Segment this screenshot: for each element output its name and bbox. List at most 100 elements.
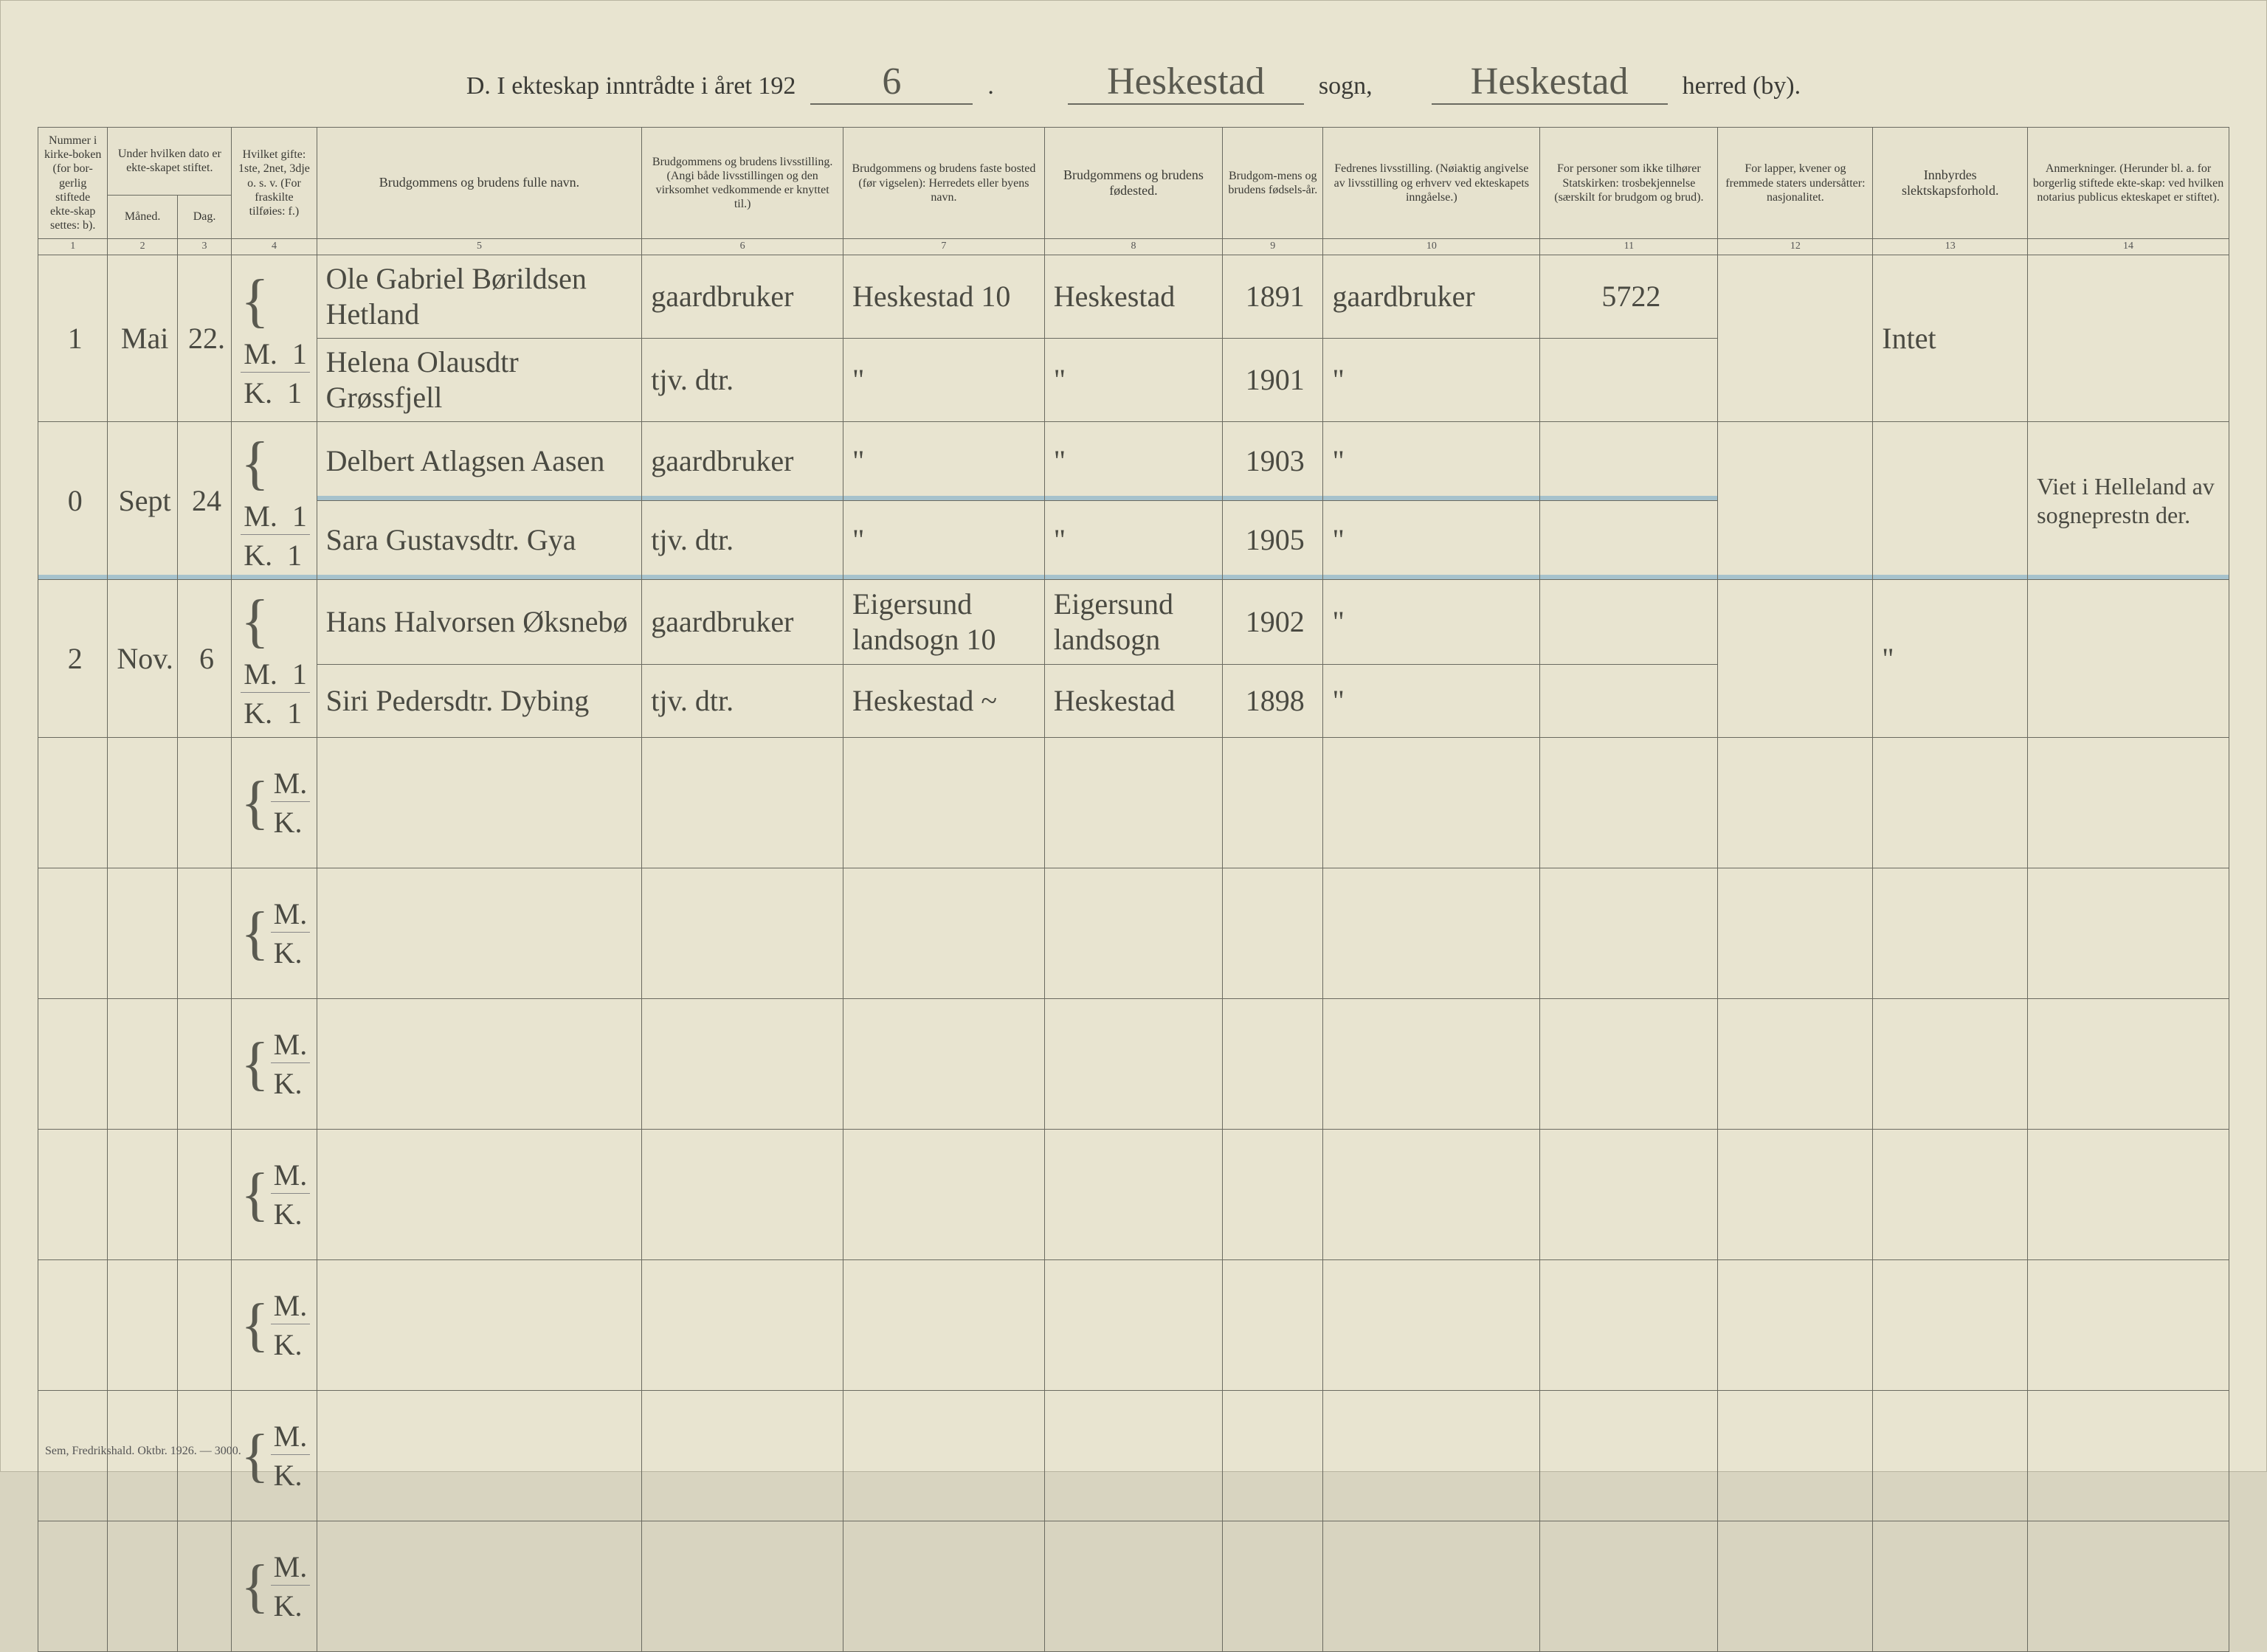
- cell-bride-year: 1905: [1223, 501, 1323, 580]
- cell-groom-bp: Heskestad: [1044, 255, 1222, 339]
- col-6: Brudgommens og brudens faste bosted (før…: [843, 128, 1045, 239]
- cell-groom-res: Eigersund landsogn 10: [843, 580, 1045, 665]
- cell-month: Nov.: [108, 580, 177, 738]
- cell-groom-year: 1891: [1223, 255, 1323, 339]
- cell-bride-bp: ": [1044, 339, 1222, 422]
- col-2b: Dag.: [177, 195, 231, 239]
- cell-gifte: {M. 1K. 1: [232, 422, 317, 580]
- cell-day: 6: [177, 580, 231, 738]
- table-row: {M.K.: [38, 999, 2229, 1130]
- cell-bride-res: ": [843, 339, 1045, 422]
- cell-day: 24: [177, 422, 231, 580]
- cell-bride-name: Sara Gustavsdtr. Gya: [317, 501, 642, 580]
- table-row: 0 Sept 24 {M. 1K. 1 Delbert Atlagsen Aas…: [38, 422, 2229, 501]
- header-herred-value: Heskestad: [1432, 60, 1668, 105]
- col-11: For lapper, kvener og fremmede staters u…: [1718, 128, 1873, 239]
- cell-groom-c10: [1540, 422, 1718, 501]
- cell-slekt: Intet: [1873, 255, 2028, 422]
- cell-groom-name: Ole Gabriel Børildsen Hetland: [317, 255, 642, 339]
- table-row: {M.K.: [38, 1521, 2229, 1652]
- cell-gifte: {M. 1K. 1: [232, 255, 317, 422]
- cell-groom-year: 1903: [1223, 422, 1323, 501]
- col-4: Brudgommens og brudens fulle navn.: [317, 128, 642, 239]
- cell-anm: Viet i Helleland av sogneprestn der.: [2028, 422, 2229, 580]
- cell-bride-c10: [1540, 339, 1718, 422]
- cell-nat: [1718, 255, 1873, 422]
- col-1: Nummer i kirke-boken (for bor-gerlig sti…: [38, 128, 108, 239]
- col-9: Fedrenes livsstilling. (Nøiaktig angivel…: [1323, 128, 1540, 239]
- cell-mk: {M.K.: [232, 1260, 317, 1391]
- table-head: Nummer i kirke-boken (for bor-gerlig sti…: [38, 128, 2229, 255]
- header-herred-label: herred (by).: [1683, 72, 1801, 100]
- cell-groom-year: 1902: [1223, 580, 1323, 665]
- table-row: {M.K.: [38, 1130, 2229, 1260]
- cell-groom-bp: ": [1044, 422, 1222, 501]
- col-13: Anmerkninger. (Herunder bl. a. for borge…: [2028, 128, 2229, 239]
- header-sogn-value: Heskestad: [1068, 60, 1304, 105]
- cell-groom-bp: Eigersund landsogn: [1044, 580, 1222, 665]
- cell-month: Mai: [108, 255, 177, 422]
- table-row: {M.K.: [38, 1391, 2229, 1521]
- col-2: Under hvilken dato er ekte-skapet stifte…: [108, 128, 232, 196]
- cell-bride-year: 1901: [1223, 339, 1323, 422]
- cell-groom-c10: [1540, 580, 1718, 665]
- col-5: Brudgommens og brudens livsstilling. (An…: [642, 128, 843, 239]
- cell-mk: {M.K.: [232, 868, 317, 999]
- cell-bride-occ: tjv. dtr.: [642, 339, 843, 422]
- cell-bride-father: ": [1323, 665, 1540, 738]
- cell-nat: [1718, 422, 1873, 580]
- cell-bride-father: ": [1323, 339, 1540, 422]
- cell-num: 0: [38, 422, 108, 580]
- cell-mk: {M.K.: [232, 1391, 317, 1521]
- cell-gifte: {M. 1K. 1: [232, 580, 317, 738]
- cell-mk: {M.K.: [232, 1521, 317, 1652]
- col-7: Brudgommens og brudens fødested.: [1044, 128, 1222, 239]
- cell-nat: [1718, 580, 1873, 738]
- col-12: Innbyrdes slektskapsforhold.: [1873, 128, 2028, 239]
- table-row: {M.K.: [38, 738, 2229, 868]
- header-sogn-label: sogn,: [1319, 72, 1373, 100]
- cell-groom-occ: gaardbruker: [642, 255, 843, 339]
- cell-bride-name: Siri Pedersdtr. Dybing: [317, 665, 642, 738]
- cell-groom-father: ": [1323, 580, 1540, 665]
- cell-bride-bp: Heskestad: [1044, 665, 1222, 738]
- cell-bride-res: Heskestad ~: [843, 665, 1045, 738]
- cell-num: 1: [38, 255, 108, 422]
- cell-slekt: [1873, 422, 2028, 580]
- table-row: 1 Mai 22. {M. 1K. 1 Ole Gabriel Børildse…: [38, 255, 2229, 339]
- register-table: Nummer i kirke-boken (for bor-gerlig sti…: [38, 127, 2229, 1652]
- cell-groom-father: ": [1323, 422, 1540, 501]
- cell-bride-c10: [1540, 501, 1718, 580]
- cell-groom-occ: gaardbruker: [642, 580, 843, 665]
- cell-groom-c10: 5722: [1540, 255, 1718, 339]
- header-year: 6: [810, 60, 973, 105]
- cell-bride-year: 1898: [1223, 665, 1323, 738]
- table-body: 1 Mai 22. {M. 1K. 1 Ole Gabriel Børildse…: [38, 255, 2229, 1652]
- col-2a: Måned.: [108, 195, 177, 239]
- cell-bride-name: Helena Olausdtr Grøssfjell: [317, 339, 642, 422]
- cell-groom-res: ": [843, 422, 1045, 501]
- table-row: {M.K.: [38, 868, 2229, 999]
- cell-groom-occ: gaardbruker: [642, 422, 843, 501]
- register-page: D. I ekteskap inntrådte i året 192 6 . H…: [0, 0, 2267, 1472]
- cell-groom-father: gaardbruker: [1323, 255, 1540, 339]
- cell-groom-res: Heskestad 10: [843, 255, 1045, 339]
- cell-bride-c10: [1540, 665, 1718, 738]
- cell-month: Sept: [108, 422, 177, 580]
- col-3: Hvilket gifte: 1ste, 2net, 3dje o. s. v.…: [232, 128, 317, 239]
- cell-mk: {M.K.: [232, 999, 317, 1130]
- header-prefix: D. I ekteskap inntrådte i året 192: [466, 72, 796, 100]
- cell-bride-father: ": [1323, 501, 1540, 580]
- cell-groom-name: Delbert Atlagsen Aasen: [317, 422, 642, 501]
- cell-num: 2: [38, 580, 108, 738]
- col-10: For personer som ikke tilhører Statskirk…: [1540, 128, 1718, 239]
- cell-bride-occ: tjv. dtr.: [642, 501, 843, 580]
- cell-bride-bp: ": [1044, 501, 1222, 580]
- cell-anm: [2028, 580, 2229, 738]
- cell-day: 22.: [177, 255, 231, 422]
- footer-imprint: Sem, Fredrikshald. Oktbr. 1926. — 3000.: [45, 1445, 241, 1458]
- cell-mk: {M.K.: [232, 738, 317, 868]
- cell-mk: {M.K.: [232, 1130, 317, 1260]
- col-8: Brudgom-mens og brudens fødsels-år.: [1223, 128, 1323, 239]
- cell-bride-occ: tjv. dtr.: [642, 665, 843, 738]
